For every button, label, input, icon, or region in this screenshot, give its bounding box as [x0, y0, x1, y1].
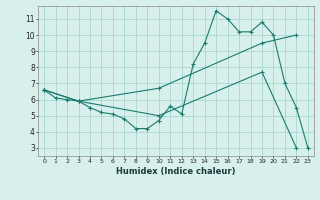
X-axis label: Humidex (Indice chaleur): Humidex (Indice chaleur)	[116, 167, 236, 176]
